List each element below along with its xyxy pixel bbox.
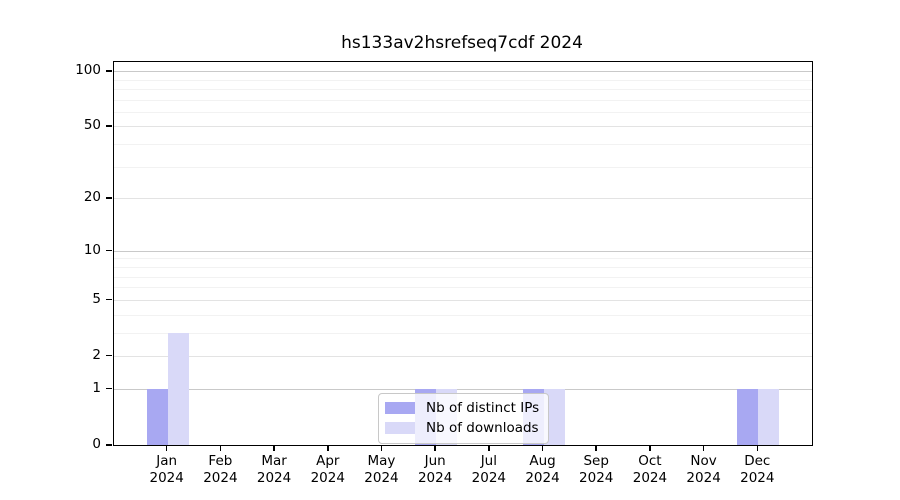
y-axis-tick xyxy=(106,444,112,446)
y-axis-tick xyxy=(106,249,112,252)
gridline-minor xyxy=(114,144,812,146)
x-axis-tick-label: Jun 2024 xyxy=(407,453,463,486)
gridline-labeled xyxy=(114,126,812,128)
y-axis-tick-label: 0 xyxy=(92,436,101,452)
y-axis-tick xyxy=(106,197,112,199)
y-axis-tick xyxy=(106,125,112,127)
x-axis-tick xyxy=(488,445,490,451)
gridline-decade xyxy=(114,388,812,390)
bar-downloads xyxy=(758,388,780,445)
gridline-decade xyxy=(114,71,812,73)
gridline-minor xyxy=(114,266,812,268)
x-label-year: 2024 xyxy=(686,469,721,486)
x-label-year: 2024 xyxy=(740,469,775,486)
x-axis-tick xyxy=(595,445,597,451)
x-axis-tick xyxy=(756,445,759,451)
x-label-year: 2024 xyxy=(203,469,238,486)
x-axis-tick xyxy=(649,445,651,451)
x-label-year: 2024 xyxy=(632,469,668,486)
gridline-minor xyxy=(114,88,812,90)
x-axis-tick xyxy=(327,445,329,451)
x-label-month: Oct xyxy=(638,453,662,469)
legend: Nb of distinct IPs Nb of downloads xyxy=(378,393,550,444)
x-label-month: Apr xyxy=(316,453,340,469)
y-axis-tick-label: 1 xyxy=(92,379,101,396)
gridline-decade xyxy=(114,250,812,252)
y-axis-tick-label: 20 xyxy=(83,189,101,206)
gridline-minor xyxy=(114,332,812,334)
bar-distinct-ips xyxy=(146,388,168,445)
legend-swatch-distinct-ips-icon xyxy=(385,402,415,414)
x-axis-tick-label: Mar 2024 xyxy=(246,453,302,486)
x-label-year: 2024 xyxy=(310,469,345,486)
legend-label-distinct-ips: Nb of distinct IPs xyxy=(426,400,540,416)
x-axis-tick-label: Jul 2024 xyxy=(461,453,517,486)
gridline-minor xyxy=(114,99,812,101)
x-axis-tick-label: Dec 2024 xyxy=(729,453,785,486)
x-label-month: Aug xyxy=(529,453,556,469)
x-axis-tick xyxy=(434,445,436,451)
x-label-month: Jan xyxy=(156,453,178,469)
x-label-year: 2024 xyxy=(364,469,399,486)
x-label-year: 2024 xyxy=(579,469,614,486)
y-axis-tick-label: 5 xyxy=(92,290,101,307)
x-label-month: Feb xyxy=(208,453,233,469)
x-axis-tick-label: Nov 2024 xyxy=(676,453,732,486)
bar-distinct-ips xyxy=(737,388,759,445)
gridline-minor xyxy=(114,258,812,260)
gridline-minor xyxy=(114,287,812,289)
x-axis-tick xyxy=(702,445,705,451)
gridline-minor xyxy=(114,111,812,113)
y-axis-tick xyxy=(106,298,112,301)
chart-title: hs133av2hsrefseq7cdf 2024 xyxy=(341,33,583,53)
gridline-labeled xyxy=(114,355,812,357)
legend-entry-distinct-ips: Nb of distinct IPs xyxy=(385,400,539,416)
y-axis-tick-label: 50 xyxy=(83,117,101,134)
gridline-labeled xyxy=(114,299,812,301)
x-label-month: Jun xyxy=(424,453,446,469)
legend-entry-downloads: Nb of downloads xyxy=(385,420,539,436)
y-axis-tick xyxy=(106,387,112,390)
y-axis-tick xyxy=(106,354,112,357)
x-label-year: 2024 xyxy=(471,469,507,486)
x-label-month: Dec xyxy=(744,453,771,469)
x-label-year: 2024 xyxy=(256,469,292,486)
x-label-year: 2024 xyxy=(417,469,453,486)
x-label-month: Sep xyxy=(583,453,609,469)
gridline-minor xyxy=(114,79,812,81)
y-axis-tick-label: 100 xyxy=(75,62,101,79)
x-axis-tick xyxy=(273,445,275,451)
plot-area: Nb of distinct IPs Nb of downloads xyxy=(113,61,813,446)
x-label-month: Nov xyxy=(690,453,717,469)
x-axis-tick-label: Aug 2024 xyxy=(515,453,571,486)
x-axis-tick-label: Sep 2024 xyxy=(568,453,624,486)
x-label-month: May xyxy=(367,453,396,469)
gridline-labeled xyxy=(114,198,812,200)
x-axis-tick xyxy=(219,445,222,451)
y-axis-tick-label: 10 xyxy=(83,241,101,258)
x-axis-tick-label: Apr 2024 xyxy=(300,453,356,486)
x-axis-tick xyxy=(380,445,383,451)
gridline-minor xyxy=(114,276,812,278)
gridline-minor xyxy=(114,166,812,168)
x-label-month: Mar xyxy=(261,453,287,469)
x-axis-tick-label: Oct 2024 xyxy=(622,453,678,486)
y-axis-tick-label: 2 xyxy=(92,346,101,363)
gridline-minor xyxy=(114,314,812,316)
x-axis-tick-label: Feb 2024 xyxy=(192,453,248,486)
x-axis-tick xyxy=(541,445,544,451)
y-axis-tick xyxy=(106,70,112,72)
legend-label-downloads: Nb of downloads xyxy=(426,420,539,436)
x-axis-tick-label: May 2024 xyxy=(353,453,409,486)
legend-swatch-downloads-icon xyxy=(385,422,415,434)
x-label-month: Jul xyxy=(480,453,497,469)
x-axis-tick-label: Jan 2024 xyxy=(139,453,195,486)
x-axis-tick xyxy=(165,445,168,451)
bar-downloads xyxy=(167,332,189,445)
x-label-year: 2024 xyxy=(149,469,184,486)
x-label-year: 2024 xyxy=(525,469,560,486)
